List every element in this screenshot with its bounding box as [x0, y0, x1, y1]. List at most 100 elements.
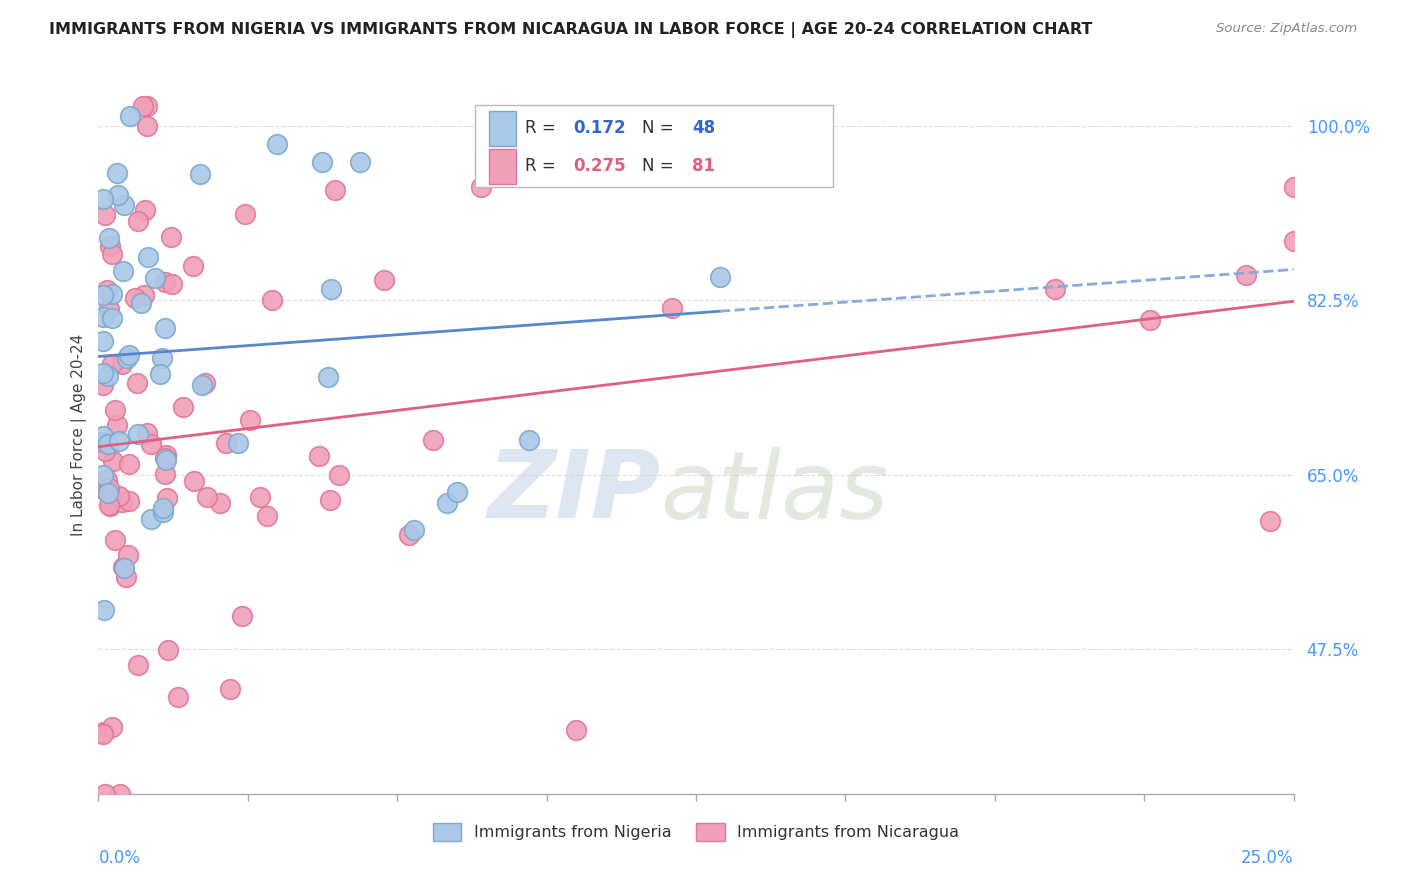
- Point: [235, 207, 257, 221]
- Point: [311, 155, 333, 169]
- Point: [115, 351, 138, 365]
- Point: [153, 321, 176, 335]
- Point: [91, 377, 114, 392]
- Point: [231, 609, 253, 624]
- Point: [470, 180, 492, 194]
- Point: [91, 467, 114, 482]
- Text: 0.0%: 0.0%: [98, 848, 141, 867]
- Point: [96, 473, 118, 487]
- Point: [107, 187, 129, 202]
- Point: [104, 533, 127, 547]
- Point: [565, 723, 588, 737]
- Point: [422, 433, 444, 447]
- Point: [129, 296, 152, 310]
- Point: [132, 99, 155, 113]
- Point: [156, 643, 179, 657]
- Point: [105, 166, 128, 180]
- Point: [153, 451, 176, 466]
- Point: [91, 482, 114, 496]
- Legend: Immigrants from Nigeria, Immigrants from Nicaragua: Immigrants from Nigeria, Immigrants from…: [426, 817, 966, 847]
- Point: [436, 496, 458, 510]
- Point: [91, 288, 114, 302]
- Point: [266, 136, 288, 151]
- Text: 0.172: 0.172: [572, 119, 626, 136]
- Point: [101, 357, 124, 371]
- Point: [160, 230, 183, 244]
- Point: [127, 657, 149, 672]
- Point: [94, 208, 117, 222]
- Point: [661, 301, 683, 315]
- Point: [1282, 234, 1305, 248]
- Point: [214, 436, 236, 450]
- Point: [134, 203, 156, 218]
- Point: [112, 264, 135, 278]
- Point: [156, 491, 179, 505]
- Point: [91, 334, 114, 349]
- Point: [249, 490, 271, 504]
- Text: R =: R =: [524, 119, 561, 136]
- Point: [96, 368, 118, 383]
- Point: [143, 270, 166, 285]
- Point: [127, 427, 149, 442]
- Point: [136, 99, 159, 113]
- Point: [149, 367, 172, 381]
- Point: [104, 403, 127, 417]
- Point: [112, 198, 135, 212]
- Point: [1139, 312, 1161, 326]
- Point: [256, 508, 278, 523]
- Point: [91, 193, 114, 207]
- Point: [1282, 180, 1305, 194]
- Point: [349, 155, 371, 169]
- Point: [107, 434, 129, 448]
- Point: [153, 275, 176, 289]
- Point: [709, 269, 731, 284]
- Point: [91, 310, 114, 324]
- Point: [91, 725, 114, 739]
- Point: [373, 273, 395, 287]
- Text: ZIP: ZIP: [488, 446, 661, 538]
- Point: [91, 429, 114, 443]
- Text: IMMIGRANTS FROM NIGERIA VS IMMIGRANTS FROM NICARAGUA IN LABOR FORCE | AGE 20-24 : IMMIGRANTS FROM NIGERIA VS IMMIGRANTS FR…: [49, 22, 1092, 38]
- Point: [100, 311, 122, 326]
- Text: Source: ZipAtlas.com: Source: ZipAtlas.com: [1216, 22, 1357, 36]
- Point: [152, 505, 174, 519]
- Point: [181, 259, 204, 273]
- Point: [139, 436, 162, 450]
- Text: N =: N =: [643, 119, 679, 136]
- Point: [93, 603, 115, 617]
- Point: [155, 448, 177, 462]
- Point: [117, 457, 139, 471]
- Point: [101, 286, 124, 301]
- Point: [91, 366, 114, 380]
- Point: [398, 528, 420, 542]
- FancyBboxPatch shape: [475, 104, 834, 187]
- Point: [183, 474, 205, 488]
- Point: [91, 435, 114, 450]
- Point: [517, 434, 540, 448]
- Point: [97, 231, 120, 245]
- Point: [172, 400, 194, 414]
- Point: [100, 246, 122, 260]
- Point: [111, 357, 134, 371]
- Point: [138, 250, 160, 264]
- Point: [127, 376, 149, 391]
- Point: [97, 437, 120, 451]
- Point: [1258, 514, 1281, 528]
- Text: 48: 48: [692, 119, 716, 136]
- Point: [208, 496, 231, 510]
- Bar: [489, 112, 516, 145]
- Y-axis label: In Labor Force | Age 20-24: In Labor Force | Age 20-24: [72, 334, 87, 536]
- Point: [107, 489, 129, 503]
- Point: [101, 720, 124, 734]
- Point: [308, 450, 330, 464]
- Point: [150, 351, 173, 365]
- Point: [319, 493, 342, 508]
- Point: [97, 498, 120, 512]
- Point: [1234, 268, 1257, 283]
- Point: [328, 467, 350, 482]
- Point: [197, 491, 219, 505]
- Text: 81: 81: [692, 157, 716, 175]
- Point: [127, 213, 149, 227]
- Point: [94, 787, 117, 801]
- Point: [139, 512, 162, 526]
